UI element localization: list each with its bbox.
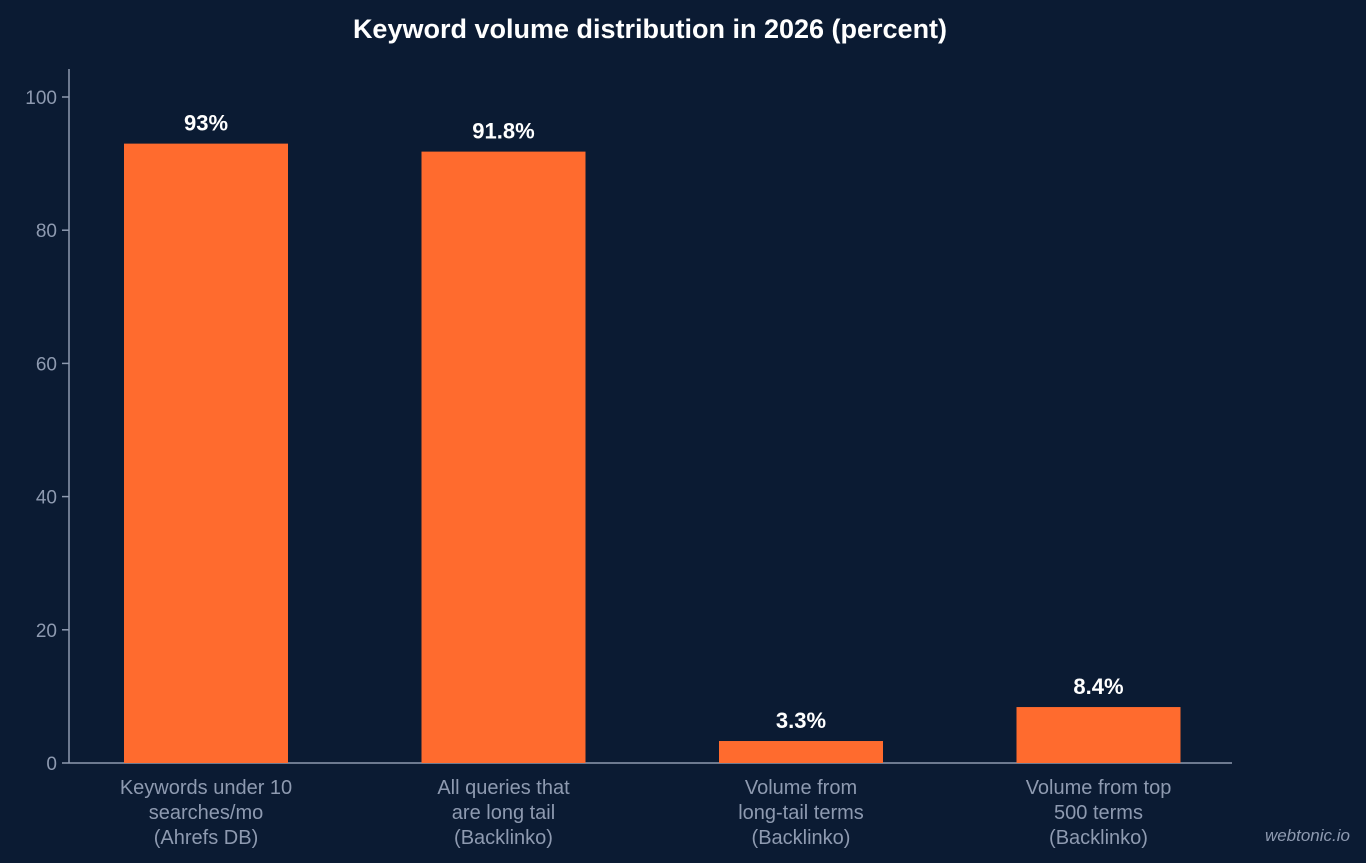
x-axis-ticks: Keywords under 10 searches/mo (Ahrefs DB) A…	[120, 777, 1171, 849]
bars	[124, 143, 1181, 763]
x-tick-label-line: Keywords under 10	[120, 777, 292, 799]
bar	[124, 143, 288, 763]
bar	[719, 741, 883, 763]
x-tick-label-line: are long tail	[452, 802, 555, 824]
data-label: 8.4%	[1073, 674, 1123, 699]
x-tick-label-line: searches/mo	[149, 802, 264, 824]
x-tick-label-line: (Backlinko)	[1049, 827, 1148, 849]
x-tick-label-line: 500 terms	[1054, 802, 1143, 824]
chart-title: Keyword volume distribution in 2026 (per…	[353, 14, 947, 44]
x-tick-label: All queries that are long tail (Backlinko)	[437, 777, 570, 849]
y-tick-label: 0	[46, 754, 57, 775]
y-tick-label: 20	[36, 621, 57, 642]
data-label: 3.3%	[776, 708, 826, 733]
watermark-text: webtonic.io	[1265, 826, 1350, 845]
y-tick-label: 60	[36, 354, 57, 375]
y-axis-ticks: 0 20 40 60 80 100	[25, 88, 69, 775]
y-tick-label: 80	[36, 221, 57, 242]
data-label: 91.8%	[472, 119, 534, 144]
x-tick-label: Keywords under 10 searches/mo (Ahrefs DB)	[120, 777, 292, 849]
data-labels: 93% 91.8% 3.3% 8.4%	[184, 111, 1124, 733]
x-tick-label: Volume from long-tail terms (Backlinko)	[738, 777, 864, 849]
x-tick-label: Volume from top 500 terms (Backlinko)	[1026, 777, 1172, 849]
x-tick-label-line: Volume from top	[1026, 777, 1172, 799]
x-tick-label-line: (Backlinko)	[752, 827, 851, 849]
bar	[1016, 707, 1181, 763]
x-tick-label-line: Volume from	[745, 777, 857, 799]
x-tick-label-line: (Ahrefs DB)	[154, 827, 258, 849]
x-tick-label-line: (Backlinko)	[454, 827, 553, 849]
y-tick-label: 100	[25, 88, 57, 109]
y-tick-label: 40	[36, 488, 57, 509]
bar	[421, 151, 586, 763]
x-tick-label-line: All queries that	[437, 777, 570, 799]
x-tick-label-line: long-tail terms	[738, 802, 864, 824]
data-label: 93%	[184, 111, 228, 136]
